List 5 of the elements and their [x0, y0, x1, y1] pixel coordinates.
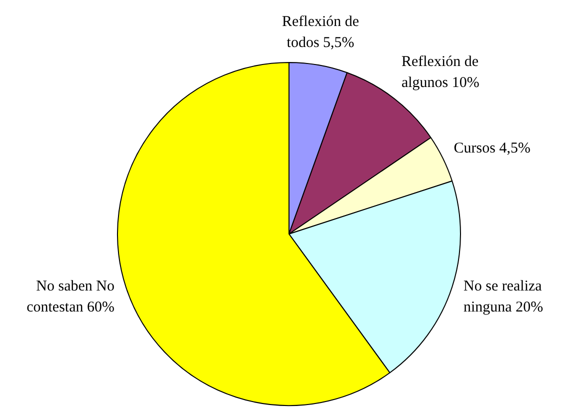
- slice-label: Reflexión de todos 5,5%: [282, 14, 360, 51]
- slice-label: No saben No contestan 60%: [26, 278, 114, 316]
- slice-label: No se realiza ninguna 20%: [464, 278, 544, 316]
- slice-label: Cursos 4,5%: [454, 140, 530, 157]
- slice-label: Reflexión de algunos 10%: [401, 54, 480, 91]
